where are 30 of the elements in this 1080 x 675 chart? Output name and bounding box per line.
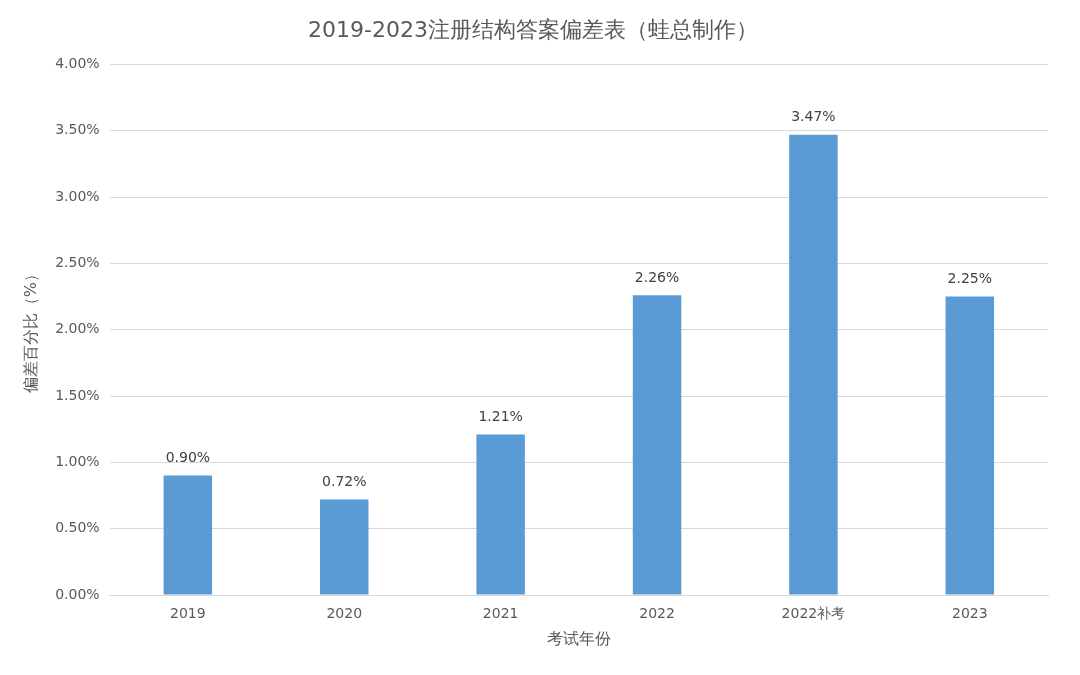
y-tick-label: 0.00% (55, 585, 100, 602)
y-tick-label: 2.00% (55, 320, 100, 337)
data-label: 0.90% (165, 449, 211, 466)
data-label: 2.26% (634, 268, 680, 285)
chart-title: 2019-2023注册结构答案偏差表（蛙总制作） (308, 16, 758, 42)
data-label: 3.47% (791, 108, 836, 125)
bar (945, 296, 995, 595)
x-tick-label: 2019 (170, 605, 206, 622)
bar (320, 499, 369, 595)
data-label: 1.21% (478, 408, 523, 425)
x-tick-label: 2021 (482, 605, 519, 622)
bar (789, 134, 838, 595)
y-tick-label: 3.50% (55, 121, 100, 138)
y-tick-label: 2.50% (55, 254, 100, 271)
bar (476, 434, 525, 595)
bar (632, 295, 682, 595)
y-tick-label: 4.00% (55, 55, 100, 72)
x-tick-label: 2023 (951, 605, 988, 622)
y-tick-label: 1.50% (55, 386, 100, 403)
bar (163, 475, 213, 595)
y-tick-label: 1.00% (55, 452, 100, 469)
x-tick-label: 2022补考 (781, 605, 846, 622)
x-tick-label: 2020 (326, 605, 363, 622)
data-label: 2.25% (947, 270, 993, 287)
y-axis-title: 偏差百分比（%） (20, 266, 40, 394)
y-tick-label: 0.50% (55, 519, 100, 536)
y-tick-label: 3.00% (55, 187, 100, 204)
x-axis-title: 考试年份 (546, 628, 611, 648)
x-tick-label: 2022 (639, 605, 675, 622)
data-label: 0.72% (322, 473, 367, 490)
